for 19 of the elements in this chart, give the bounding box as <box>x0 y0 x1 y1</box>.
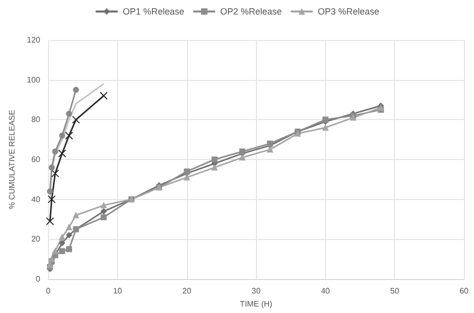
y-tick-label: 120 <box>26 36 41 44</box>
legend-label: OP1 %Release <box>122 6 184 16</box>
y-tick-label: 80 <box>31 115 41 124</box>
y-tick-label: 0 <box>36 274 41 284</box>
y-axis-title: % CUMULATIVE RELEASE <box>8 110 16 210</box>
y-tick-label: 60 <box>31 155 41 164</box>
y-tick-label: 20 <box>31 234 41 244</box>
x-tick-label: 40 <box>320 286 330 296</box>
x-tick-label: 10 <box>113 286 123 296</box>
y-tick-label: 100 <box>26 75 41 84</box>
x-tick-label: 20 <box>182 286 192 296</box>
x-tick-label: 50 <box>390 286 400 296</box>
x-tick-label: 0 <box>46 286 52 296</box>
y-tick-label: 40 <box>31 194 41 204</box>
x-tick-label: 60 <box>460 286 469 296</box>
x-tick-label: 30 <box>252 286 262 296</box>
x-axis-title: TIME (H) <box>240 299 273 308</box>
legend-label: OP3 %Release <box>318 6 380 16</box>
legend-label: OP2 %Release <box>220 6 282 16</box>
